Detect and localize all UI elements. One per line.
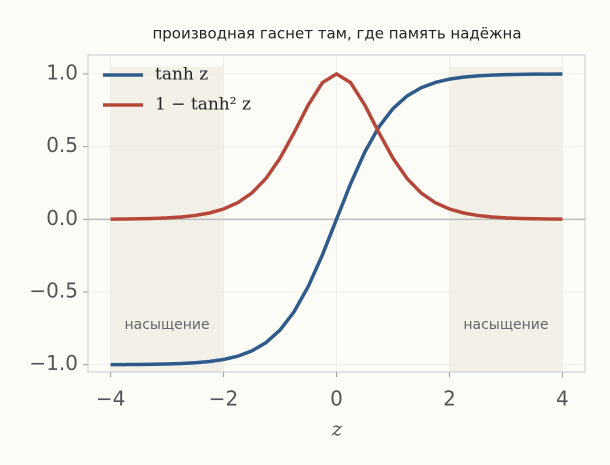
y-tick-label: −1.0 <box>29 351 78 375</box>
y-tick-label: 1.0 <box>46 60 78 84</box>
annotation: насыщение <box>463 317 548 333</box>
legend-label: tanh z <box>155 65 208 85</box>
y-tick-label: −0.5 <box>29 279 78 303</box>
chart-title: производная гаснет там, где память надёж… <box>152 25 521 43</box>
annotation: насыщение <box>124 317 209 333</box>
legend-label: 1 − tanh² z <box>155 95 251 115</box>
x-tick-label: 2 <box>443 387 456 411</box>
x-tick-label: −4 <box>96 387 125 411</box>
x-tick-label: 4 <box>556 387 569 411</box>
series-line <box>110 72 563 367</box>
series-line <box>110 71 563 221</box>
x-axis-label: z <box>331 417 343 441</box>
x-tick-label: 0 <box>330 387 343 411</box>
x-tick-label: −2 <box>209 387 238 411</box>
y-tick-label: 0.5 <box>46 133 78 157</box>
plot-frame <box>87 54 586 373</box>
y-tick-label: 0.0 <box>46 206 78 230</box>
